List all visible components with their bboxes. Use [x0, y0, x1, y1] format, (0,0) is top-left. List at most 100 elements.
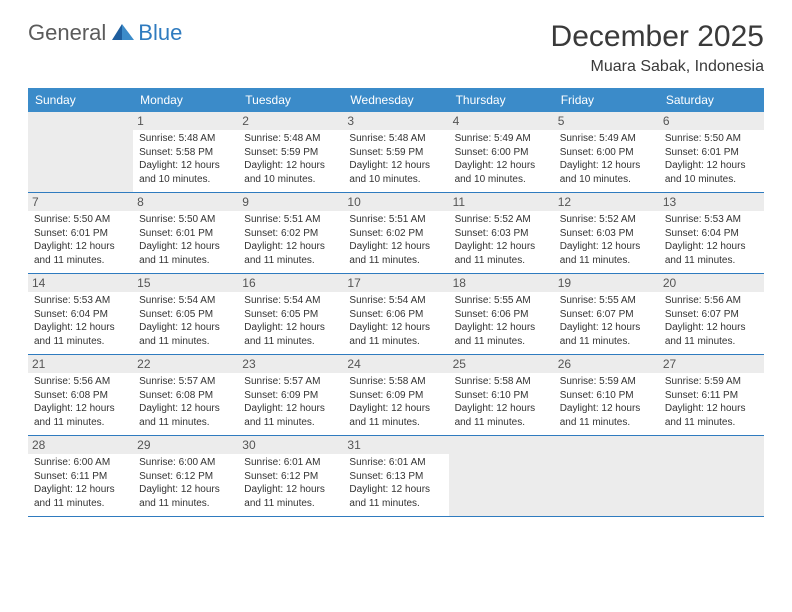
day-daylight1: Daylight: 12 hours	[560, 159, 653, 173]
day-sunset: Sunset: 5:59 PM	[349, 146, 442, 160]
day-daylight2: and 11 minutes.	[139, 416, 232, 430]
calendar-cell: 29Sunrise: 6:00 AMSunset: 6:12 PMDayligh…	[133, 436, 238, 517]
day-daylight2: and 11 minutes.	[560, 335, 653, 349]
logo-text-blue: Blue	[138, 20, 182, 46]
day-daylight1: Daylight: 12 hours	[244, 402, 337, 416]
day-sunrise: Sunrise: 5:57 AM	[139, 375, 232, 389]
calendar-cell: 9Sunrise: 5:51 AMSunset: 6:02 PMDaylight…	[238, 193, 343, 274]
day-number: 21	[28, 355, 133, 373]
day-sunrise: Sunrise: 5:48 AM	[244, 132, 337, 146]
day-sunrise: Sunrise: 6:01 AM	[244, 456, 337, 470]
location-label: Muara Sabak, Indonesia	[551, 58, 764, 76]
calendar-cell: 2Sunrise: 5:48 AMSunset: 5:59 PMDaylight…	[238, 112, 343, 193]
calendar-cell: 25Sunrise: 5:58 AMSunset: 6:10 PMDayligh…	[449, 355, 554, 436]
day-number: 2	[238, 112, 343, 130]
calendar-cell: 11Sunrise: 5:52 AMSunset: 6:03 PMDayligh…	[449, 193, 554, 274]
day-sunrise: Sunrise: 5:54 AM	[244, 294, 337, 308]
day-sunrise: Sunrise: 5:48 AM	[349, 132, 442, 146]
day-daylight1: Daylight: 12 hours	[455, 240, 548, 254]
day-daylight1: Daylight: 12 hours	[349, 240, 442, 254]
day-number: 7	[28, 193, 133, 211]
day-number: 25	[449, 355, 554, 373]
calendar-cell: 14Sunrise: 5:53 AMSunset: 6:04 PMDayligh…	[28, 274, 133, 355]
calendar-cell: 7Sunrise: 5:50 AMSunset: 6:01 PMDaylight…	[28, 193, 133, 274]
day-sunset: Sunset: 6:09 PM	[349, 389, 442, 403]
day-daylight2: and 10 minutes.	[665, 173, 758, 187]
day-daylight2: and 11 minutes.	[139, 254, 232, 268]
calendar-cell: 19Sunrise: 5:55 AMSunset: 6:07 PMDayligh…	[554, 274, 659, 355]
day-sunset: Sunset: 6:07 PM	[665, 308, 758, 322]
day-sunrise: Sunrise: 6:00 AM	[34, 456, 127, 470]
day-sunrise: Sunrise: 5:55 AM	[455, 294, 548, 308]
day-daylight2: and 11 minutes.	[34, 497, 127, 511]
day-sunset: Sunset: 6:11 PM	[34, 470, 127, 484]
calendar-cell: 31Sunrise: 6:01 AMSunset: 6:13 PMDayligh…	[343, 436, 448, 517]
day-sunset: Sunset: 6:10 PM	[560, 389, 653, 403]
calendar-cell: 6Sunrise: 5:50 AMSunset: 6:01 PMDaylight…	[659, 112, 764, 193]
day-daylight2: and 11 minutes.	[560, 254, 653, 268]
day-number: 18	[449, 274, 554, 292]
calendar-cell: 3Sunrise: 5:48 AMSunset: 5:59 PMDaylight…	[343, 112, 448, 193]
day-sunrise: Sunrise: 5:58 AM	[349, 375, 442, 389]
day-daylight1: Daylight: 12 hours	[244, 240, 337, 254]
day-sunset: Sunset: 5:58 PM	[139, 146, 232, 160]
calendar-cell: 20Sunrise: 5:56 AMSunset: 6:07 PMDayligh…	[659, 274, 764, 355]
day-daylight1: Daylight: 12 hours	[139, 159, 232, 173]
day-daylight1: Daylight: 12 hours	[139, 402, 232, 416]
day-daylight1: Daylight: 12 hours	[455, 402, 548, 416]
day-daylight1: Daylight: 12 hours	[560, 240, 653, 254]
day-sunrise: Sunrise: 5:59 AM	[665, 375, 758, 389]
calendar-cell: 8Sunrise: 5:50 AMSunset: 6:01 PMDaylight…	[133, 193, 238, 274]
day-daylight2: and 10 minutes.	[139, 173, 232, 187]
day-daylight2: and 10 minutes.	[244, 173, 337, 187]
day-daylight2: and 11 minutes.	[244, 497, 337, 511]
day-daylight1: Daylight: 12 hours	[560, 321, 653, 335]
weekday-monday: Monday	[133, 88, 238, 112]
day-sunrise: Sunrise: 5:58 AM	[455, 375, 548, 389]
day-daylight1: Daylight: 12 hours	[34, 483, 127, 497]
day-daylight2: and 11 minutes.	[455, 335, 548, 349]
day-sunrise: Sunrise: 5:56 AM	[665, 294, 758, 308]
day-daylight1: Daylight: 12 hours	[349, 483, 442, 497]
day-number: 14	[28, 274, 133, 292]
day-sunrise: Sunrise: 6:00 AM	[139, 456, 232, 470]
day-daylight1: Daylight: 12 hours	[560, 402, 653, 416]
day-sunset: Sunset: 6:06 PM	[349, 308, 442, 322]
day-number: 4	[449, 112, 554, 130]
day-number: 9	[238, 193, 343, 211]
day-number: 23	[238, 355, 343, 373]
calendar-cell: 24Sunrise: 5:58 AMSunset: 6:09 PMDayligh…	[343, 355, 448, 436]
day-number: 1	[133, 112, 238, 130]
day-sunrise: Sunrise: 5:48 AM	[139, 132, 232, 146]
day-daylight1: Daylight: 12 hours	[665, 159, 758, 173]
day-number: 22	[133, 355, 238, 373]
day-daylight1: Daylight: 12 hours	[244, 483, 337, 497]
day-sunset: Sunset: 6:09 PM	[244, 389, 337, 403]
calendar-cell: 28Sunrise: 6:00 AMSunset: 6:11 PMDayligh…	[28, 436, 133, 517]
day-sunset: Sunset: 6:00 PM	[455, 146, 548, 160]
day-sunrise: Sunrise: 5:53 AM	[34, 294, 127, 308]
day-sunset: Sunset: 6:12 PM	[139, 470, 232, 484]
day-daylight1: Daylight: 12 hours	[665, 240, 758, 254]
day-sunset: Sunset: 6:04 PM	[34, 308, 127, 322]
day-number: 10	[343, 193, 448, 211]
day-number: 17	[343, 274, 448, 292]
calendar-cell: 23Sunrise: 5:57 AMSunset: 6:09 PMDayligh…	[238, 355, 343, 436]
day-sunrise: Sunrise: 5:49 AM	[455, 132, 548, 146]
day-daylight2: and 11 minutes.	[349, 254, 442, 268]
day-sunrise: Sunrise: 5:56 AM	[34, 375, 127, 389]
day-sunrise: Sunrise: 5:50 AM	[139, 213, 232, 227]
day-sunset: Sunset: 6:04 PM	[665, 227, 758, 241]
day-sunset: Sunset: 6:00 PM	[560, 146, 653, 160]
day-daylight1: Daylight: 12 hours	[139, 240, 232, 254]
calendar-cell: 12Sunrise: 5:52 AMSunset: 6:03 PMDayligh…	[554, 193, 659, 274]
calendar-grid: 1Sunrise: 5:48 AMSunset: 5:58 PMDaylight…	[28, 112, 764, 517]
header: General Blue December 2025 Muara Sabak, …	[28, 20, 764, 76]
day-daylight2: and 10 minutes.	[349, 173, 442, 187]
day-sunset: Sunset: 6:12 PM	[244, 470, 337, 484]
calendar-cell: 26Sunrise: 5:59 AMSunset: 6:10 PMDayligh…	[554, 355, 659, 436]
day-number: 19	[554, 274, 659, 292]
day-number: 16	[238, 274, 343, 292]
day-daylight2: and 11 minutes.	[665, 335, 758, 349]
day-number: 6	[659, 112, 764, 130]
